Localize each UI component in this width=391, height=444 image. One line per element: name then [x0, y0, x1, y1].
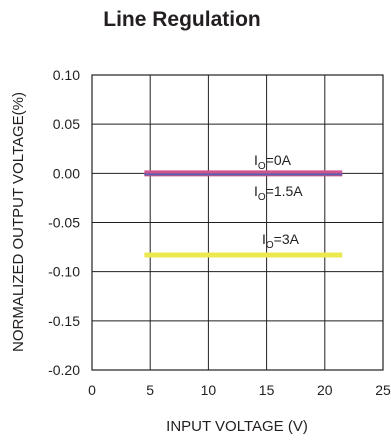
y-axis-label: NORMALIZED OUTPUT VOLTAGE(%): [10, 92, 27, 352]
x-tick-labels: 0 5 10 15 20 25: [88, 382, 391, 398]
x-tick-label: 20: [317, 382, 333, 398]
y-tick-label: -0.05: [48, 215, 80, 231]
series-label-main: I: [262, 231, 266, 247]
series-label-rest: =3A: [274, 231, 300, 247]
y-tick-label: 0.05: [53, 116, 80, 132]
chart-title: Line Regulation: [103, 8, 261, 31]
series-label-rest: =1.5A: [266, 183, 304, 199]
series-label-sub: O: [258, 161, 266, 172]
x-tick-label: 0: [88, 382, 96, 398]
plot-frame: [91, 74, 384, 371]
y-tick-labels: 0.10 0.05 0.00 -0.05 -0.10 -0.15 -0.20: [48, 67, 80, 378]
y-tick-label: -0.15: [48, 313, 80, 329]
series-label-sub: O: [258, 192, 266, 203]
series-label-sub: O: [266, 240, 274, 251]
series-label-1: IO=0A: [254, 152, 292, 172]
y-tick-label: 0.10: [53, 67, 80, 83]
y-tick-label: -0.20: [48, 362, 80, 378]
x-axis-label: INPUT VOLTAGE (V): [166, 418, 308, 435]
x-tick-label: 15: [259, 382, 275, 398]
series-lines: [144, 170, 343, 258]
series-label-3: IO=3A: [262, 231, 300, 251]
x-tick-label: 25: [375, 382, 391, 398]
series-label-rest: =0A: [266, 152, 292, 168]
series-label-main: I: [254, 183, 258, 199]
series-label-2: IO=1.5A: [254, 183, 303, 203]
x-tick-label: 5: [146, 382, 154, 398]
y-tick-label: 0.00: [53, 165, 80, 181]
series-label-main: I: [254, 152, 258, 168]
x-tick-label: 10: [201, 382, 217, 398]
y-tick-label: -0.10: [48, 264, 80, 280]
grid: [92, 75, 383, 370]
